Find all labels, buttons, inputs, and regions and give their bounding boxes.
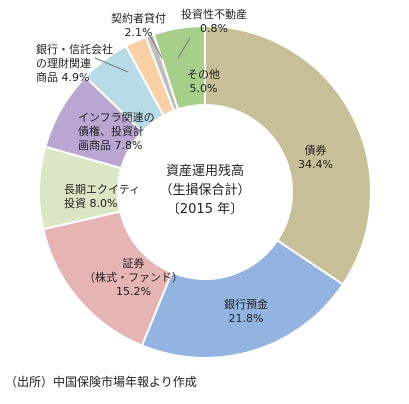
- slice-label-other: その他 5.0%: [187, 68, 220, 95]
- slice-label-bank-deposits: 銀行預金 21.8%: [224, 298, 268, 325]
- slice-label-wealth-management: 銀行・信託会社 の理財関連 商品 4.9%: [36, 43, 113, 84]
- leader-line-wealth-management: [94, 57, 129, 73]
- leader-line-policy-loans: [149, 35, 163, 59]
- donut-slice-1: [140, 239, 345, 359]
- source-note: （出所）中国保険市場年報より作成: [5, 375, 197, 389]
- center-title-line: 〔2015 年〕: [166, 202, 244, 217]
- center-title-line: 資産運用残高: [165, 164, 244, 179]
- slice-label-policy-loans: 契約者貸付 2.1%: [111, 12, 166, 39]
- slice-label-long-term-equity: 長期エクイティ 投資 8.0%: [64, 183, 141, 210]
- slice-label-bonds: 債券 34.4%: [298, 144, 333, 171]
- leader-line-investment-real-estate: [177, 37, 191, 59]
- slice-label-securities: 証券 （株式・ファンド） 15.2%: [84, 257, 183, 298]
- donut-slice-0: [204, 24, 372, 286]
- donut-slice-8: [152, 24, 206, 111]
- chart-center-title: 資産運用残高 （生損保合計） 〔2015 年〕: [130, 162, 280, 219]
- center-title-line: （生損保合計）: [159, 183, 251, 198]
- slice-label-infrastructure: インフラ関連の 債権、投資計 画商品 7.8%: [78, 111, 155, 152]
- slice-label-investment-real-estate: 投資性不動産 0.8%: [181, 8, 247, 35]
